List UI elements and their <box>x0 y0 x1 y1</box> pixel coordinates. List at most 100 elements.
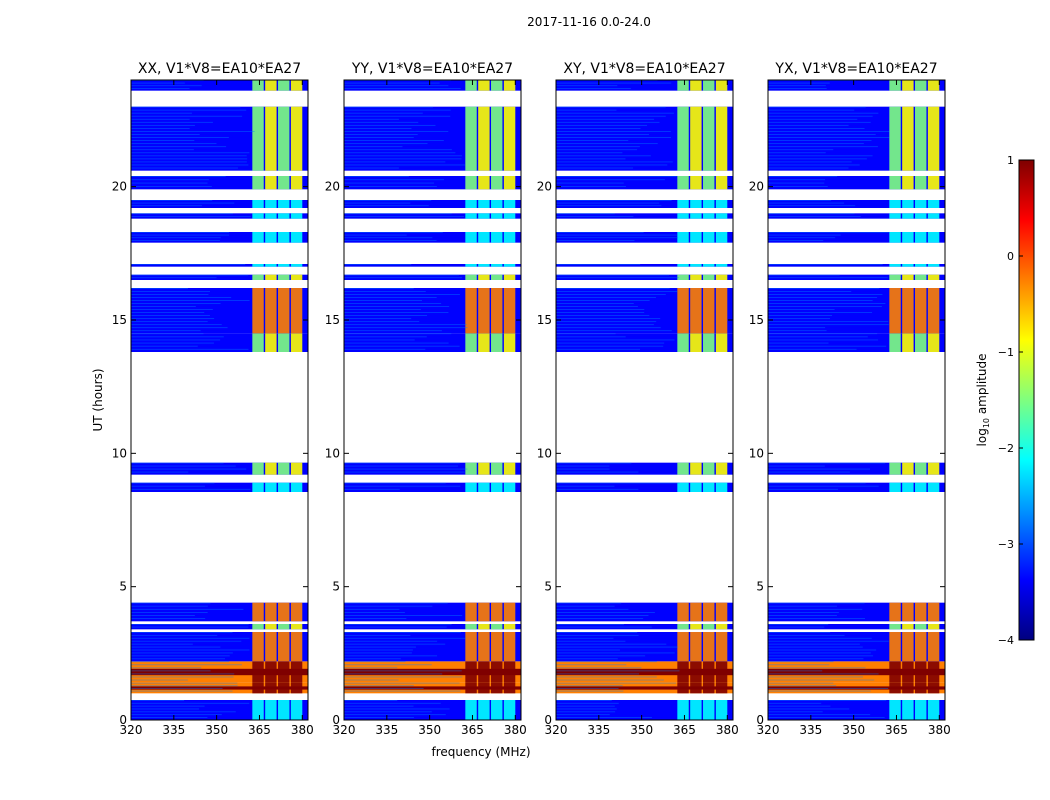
heatmap-streak <box>131 291 210 292</box>
heatmap-streak <box>556 643 667 645</box>
heatmap-cell <box>915 602 927 622</box>
heatmap-cell <box>927 661 940 683</box>
heatmap-cell <box>927 80 940 91</box>
heatmap-cell <box>690 632 702 662</box>
heatmap-band <box>344 232 521 243</box>
heatmap-streak <box>768 690 871 692</box>
heatmap-streak <box>768 640 889 642</box>
heatmap-cell <box>290 700 303 720</box>
heatmap-cell <box>915 661 927 683</box>
heatmap-band <box>768 274 945 280</box>
heatmap-streak <box>768 667 866 669</box>
heatmap-streak <box>556 652 675 654</box>
x-tick-label: 320 <box>545 723 568 737</box>
heatmap-cell <box>927 213 940 219</box>
heatmap-streak <box>556 202 660 204</box>
heatmap-streak <box>344 82 440 84</box>
heatmap-streak <box>768 109 855 111</box>
heatmap-streak <box>768 673 879 675</box>
heatmap-streak <box>131 482 215 484</box>
heatmap-cell <box>703 624 715 630</box>
heatmap-streak <box>131 167 238 169</box>
heatmap-band <box>131 482 308 492</box>
heatmap-streak <box>344 179 445 181</box>
heatmap-cell <box>703 602 715 622</box>
heatmap-cell <box>503 462 516 475</box>
heatmap-streak <box>344 690 461 692</box>
heatmap-cell <box>889 264 901 267</box>
heatmap-cell <box>902 80 914 91</box>
y-tick-label: 15 <box>325 313 340 327</box>
y-tick-label: 15 <box>749 313 764 327</box>
heatmap-streak <box>556 700 612 701</box>
heatmap-streak <box>768 705 831 707</box>
heatmap-streak <box>768 608 863 610</box>
heatmap-streak <box>768 137 890 138</box>
heatmap-streak <box>556 161 673 163</box>
heatmap-streak <box>768 167 849 169</box>
heatmap-streak <box>131 118 190 120</box>
heatmap-cell <box>290 200 303 208</box>
heatmap-cell <box>278 462 290 475</box>
heatmap-streak <box>344 303 442 304</box>
heatmap-streak <box>768 128 865 129</box>
heatmap-cell <box>503 200 516 208</box>
heatmap-streak <box>131 673 235 675</box>
heatmap-cell <box>677 200 689 208</box>
heatmap-streak <box>556 306 638 307</box>
heatmap-cell <box>278 106 290 171</box>
heatmap-cell <box>278 700 290 720</box>
heatmap-cell <box>465 700 477 720</box>
heatmap-streak <box>768 264 883 265</box>
heatmap-cell <box>491 213 503 219</box>
heatmap-cell <box>465 213 477 219</box>
heatmap-streak <box>131 85 202 87</box>
x-tick-label: 365 <box>885 723 908 737</box>
heatmap-cell <box>677 333 689 352</box>
heatmap-streak <box>556 155 651 157</box>
heatmap-streak <box>131 333 204 335</box>
heatmap-cell <box>677 264 689 267</box>
heatmap-streak <box>768 277 888 279</box>
heatmap-streak <box>131 140 195 141</box>
heatmap-cell <box>503 80 516 91</box>
heatmap-streak <box>556 327 661 329</box>
heatmap-streak <box>768 655 874 657</box>
heatmap-streak <box>344 634 411 636</box>
heatmap-streak <box>131 303 221 304</box>
heatmap-streak <box>131 176 226 177</box>
heatmap-streak <box>556 309 645 310</box>
heatmap-cell <box>703 274 715 280</box>
heatmap-streak <box>768 149 834 151</box>
heatmap-streak <box>344 176 409 177</box>
heatmap-streak <box>131 315 210 316</box>
heatmap-streak <box>556 137 671 138</box>
heatmap-streak <box>556 240 635 241</box>
panels: 320 335 350 365 380 0 5 10 15 20 XX, V1*V8=EA10*EA… <box>91 61 951 759</box>
heatmap-panel: 320 335 350 365 380 0 5 10 15 20 XY, V1*V8=EA10*EA… <box>537 61 739 737</box>
heatmap-band <box>556 200 733 208</box>
heatmap-streak <box>131 465 236 467</box>
heatmap-cell <box>690 213 702 219</box>
heatmap-cell <box>252 602 264 622</box>
heatmap-streak <box>344 306 450 307</box>
heatmap-cell <box>491 632 503 662</box>
y-tick-label: 20 <box>749 180 764 194</box>
heatmap-streak <box>768 140 872 141</box>
heatmap-streak <box>556 676 657 678</box>
heatmap-streak <box>344 85 449 87</box>
heatmap-band <box>556 686 733 690</box>
heatmap-band <box>556 668 733 676</box>
heatmap-cell <box>677 462 689 475</box>
heatmap-cell <box>290 288 303 334</box>
heatmap-streak <box>556 149 638 151</box>
heatmap-cell <box>715 682 728 694</box>
axes-frame <box>343 79 522 721</box>
y-tick-label: 10 <box>325 446 340 460</box>
heatmap-cell <box>703 333 715 352</box>
y-tick-label: 15 <box>112 313 127 327</box>
heatmap-cell <box>703 176 715 190</box>
heatmap-cell <box>265 700 277 720</box>
heatmap-cell <box>491 274 503 280</box>
